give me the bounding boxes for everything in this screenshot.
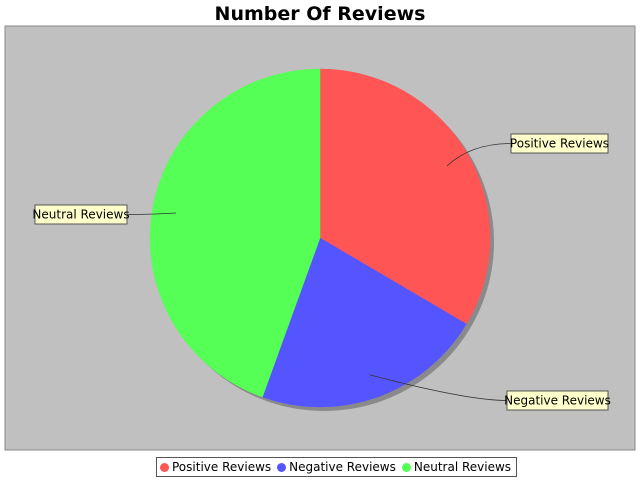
legend-swatch-neutral	[401, 462, 411, 472]
slice-label-neutral: Neutral Reviews	[32, 208, 129, 222]
leader-line-positive	[446, 143, 512, 167]
legend-item-positive: Positive Reviews	[160, 460, 271, 474]
slice-label-negative: Negative Reviews	[504, 394, 611, 408]
leader-line-negative	[369, 374, 508, 401]
slice-label-box-negative	[506, 390, 609, 411]
legend: Positive Reviews Negative Reviews Neutra…	[156, 457, 518, 477]
legend-item-neutral: Neutral Reviews	[401, 460, 512, 474]
legend-label-neutral: Neutral Reviews	[413, 460, 512, 474]
legend-label-negative: Negative Reviews	[289, 460, 396, 474]
legend-item-negative: Negative Reviews	[277, 460, 396, 474]
slice-label-positive: Positive Reviews	[510, 137, 609, 151]
slice-label-box-positive	[510, 133, 609, 154]
chart-title: Number Of Reviews	[214, 3, 426, 25]
legend-swatch-positive	[160, 462, 169, 472]
pie-slice-negative	[262, 237, 467, 408]
slice-label-box-neutral	[34, 204, 128, 225]
leader-line-neutral	[126, 212, 177, 215]
pie-slice-positive	[319, 68, 491, 325]
legend-label-positive: Positive Reviews	[172, 460, 272, 474]
pie-slice-neutral	[149, 68, 321, 398]
legend-swatch-negative	[277, 462, 287, 472]
